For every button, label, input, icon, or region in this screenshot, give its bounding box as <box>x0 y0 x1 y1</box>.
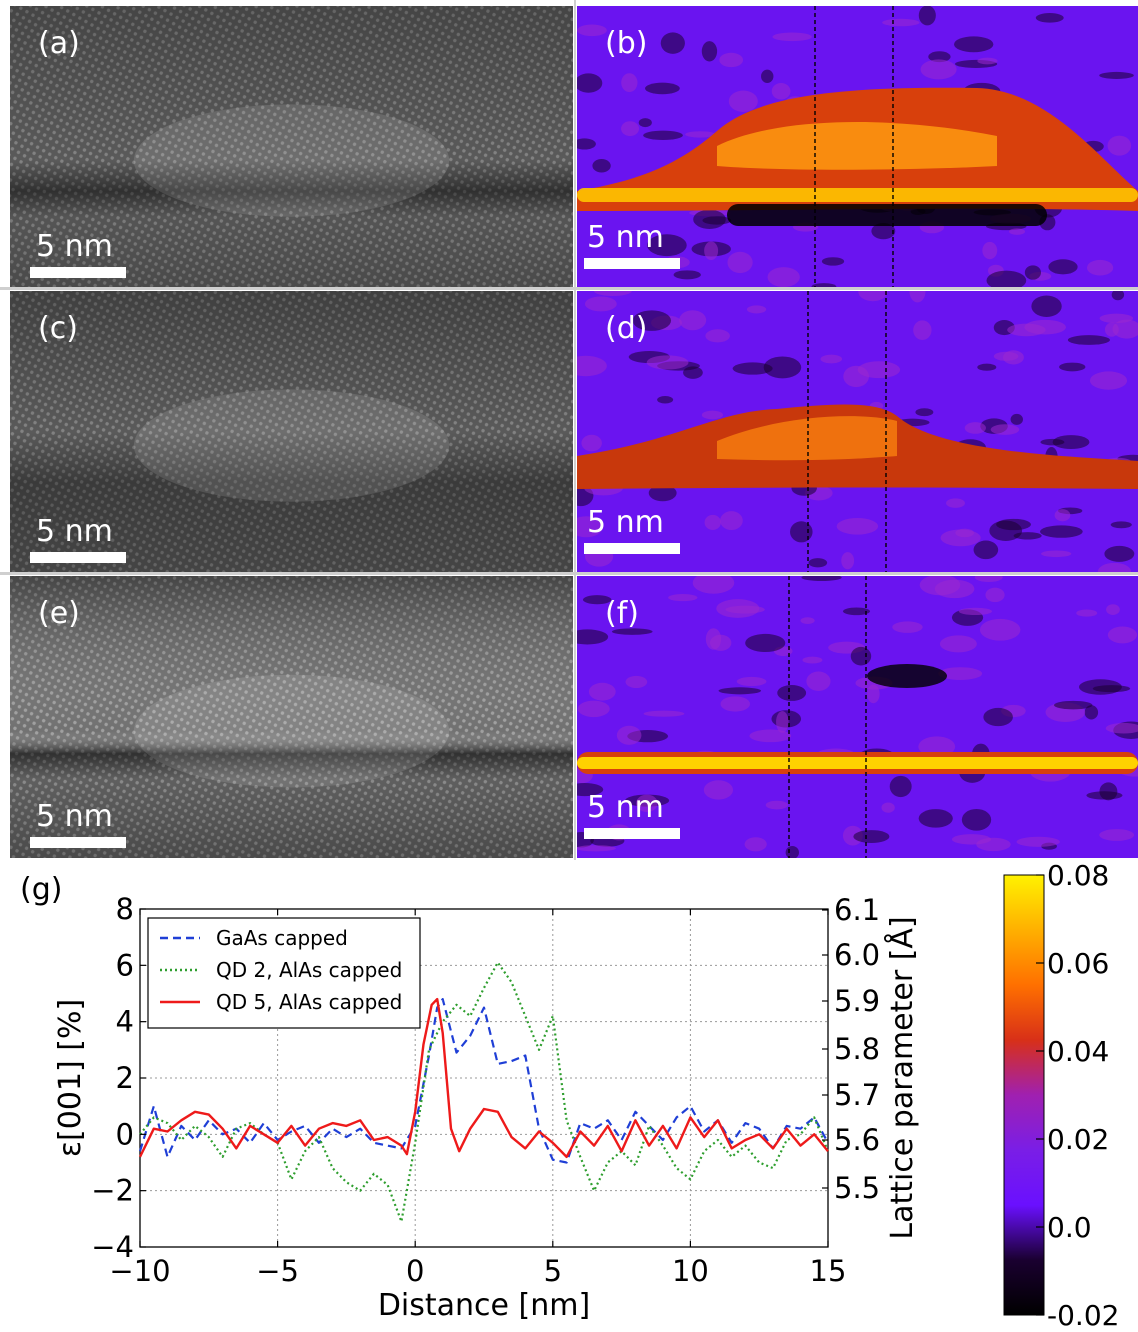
panel-label: (f) <box>605 596 639 631</box>
right-tick-label: 6.1 <box>834 893 880 927</box>
x-axis-label: Distance [nm] <box>378 1288 590 1323</box>
y-tick-label: 0 <box>116 1117 134 1151</box>
colorbar-tick-label: 0.02 <box>1047 1123 1110 1156</box>
colorbar-tick-label: -0.02 <box>1047 1299 1120 1332</box>
strain-profile-chart: −10 −5 0 5 10 15 −4 −2 0 2 4 6 8 5.5 5.6 5.7 5.8 5.9 6.0 6.… <box>53 892 920 1323</box>
scale-bar <box>584 258 680 269</box>
x-tick-label: 15 <box>810 1254 847 1288</box>
y-axis-label: ε[001] [%] <box>53 999 88 1157</box>
y-tick-label: −4 <box>91 1230 134 1264</box>
image-panel-b: (b) 5 nm <box>577 6 1138 287</box>
y-tick-label: −2 <box>91 1174 134 1208</box>
right-tick-label: 5.7 <box>834 1078 880 1112</box>
x-tick-label: −10 <box>109 1254 170 1288</box>
legend-entry: QD 2, AlAs capped <box>216 958 402 982</box>
x-tick-label: 0 <box>406 1254 424 1288</box>
image-panel-a: (a) 5 nm <box>10 6 573 287</box>
right-tick-label: 6.0 <box>834 938 880 972</box>
scale-bar-label: 5 nm <box>36 799 113 834</box>
panel-label: (a) <box>38 26 80 61</box>
panel-separator <box>0 572 1138 575</box>
y-tick-label: 6 <box>116 948 134 982</box>
image-panel-f: (f) 5 nm <box>577 576 1138 858</box>
series-line-2 <box>138 997 829 1159</box>
image-panel-e: (e) 5 nm <box>10 576 573 858</box>
scale-bar <box>30 552 126 563</box>
series-line-0 <box>138 998 829 1164</box>
colorbar-gradient <box>1003 874 1045 1316</box>
scale-bar-label: 5 nm <box>587 505 664 540</box>
right-tick-label: 5.8 <box>834 1032 880 1066</box>
x-tick-label: 5 <box>544 1254 562 1288</box>
panel-label: (d) <box>605 311 648 346</box>
scale-bar-label: 5 nm <box>587 790 664 825</box>
scale-bar-label: 5 nm <box>587 220 664 255</box>
series-line-1 <box>139 961 830 1223</box>
panel-label-g: (g) <box>20 872 63 907</box>
colorbar-tick-label: 0.04 <box>1047 1035 1110 1068</box>
x-tick-label: −5 <box>256 1254 299 1288</box>
legend-entry: GaAs capped <box>216 926 348 950</box>
colorbar-tick-label: 0.08 <box>1047 859 1110 892</box>
scale-bar <box>30 267 126 278</box>
y-tick-label: 8 <box>116 892 134 926</box>
panel-separator <box>574 0 576 860</box>
panel-label: (e) <box>38 596 80 631</box>
image-panel-c: (c) 5 nm <box>10 291 573 572</box>
panel-label: (b) <box>605 26 648 61</box>
legend-entry: QD 5, AlAs capped <box>216 990 402 1014</box>
scale-bar <box>584 828 680 839</box>
right-tick-label: 5.5 <box>834 1171 880 1205</box>
scale-bar <box>584 543 680 554</box>
right-tick-label: 5.9 <box>834 984 880 1018</box>
image-panel-d: (d) 5 nm <box>577 291 1138 572</box>
colorbar-tick-label: 0.0 <box>1047 1211 1092 1244</box>
scale-bar-label: 5 nm <box>36 229 113 264</box>
y-tick-label: 4 <box>116 1005 134 1039</box>
scale-bar <box>30 837 126 848</box>
colorbar-tick-label: 0.06 <box>1047 947 1110 980</box>
right-axis-label: Lattice parameter [Å] <box>884 916 920 1239</box>
x-tick-label: 10 <box>672 1254 709 1288</box>
panel-label: (c) <box>38 311 78 346</box>
right-tick-label: 5.6 <box>834 1123 880 1157</box>
scale-bar-label: 5 nm <box>36 514 113 549</box>
legend-box <box>147 917 421 1029</box>
y-tick-label: 2 <box>116 1061 134 1095</box>
panel-separator <box>0 287 1138 290</box>
